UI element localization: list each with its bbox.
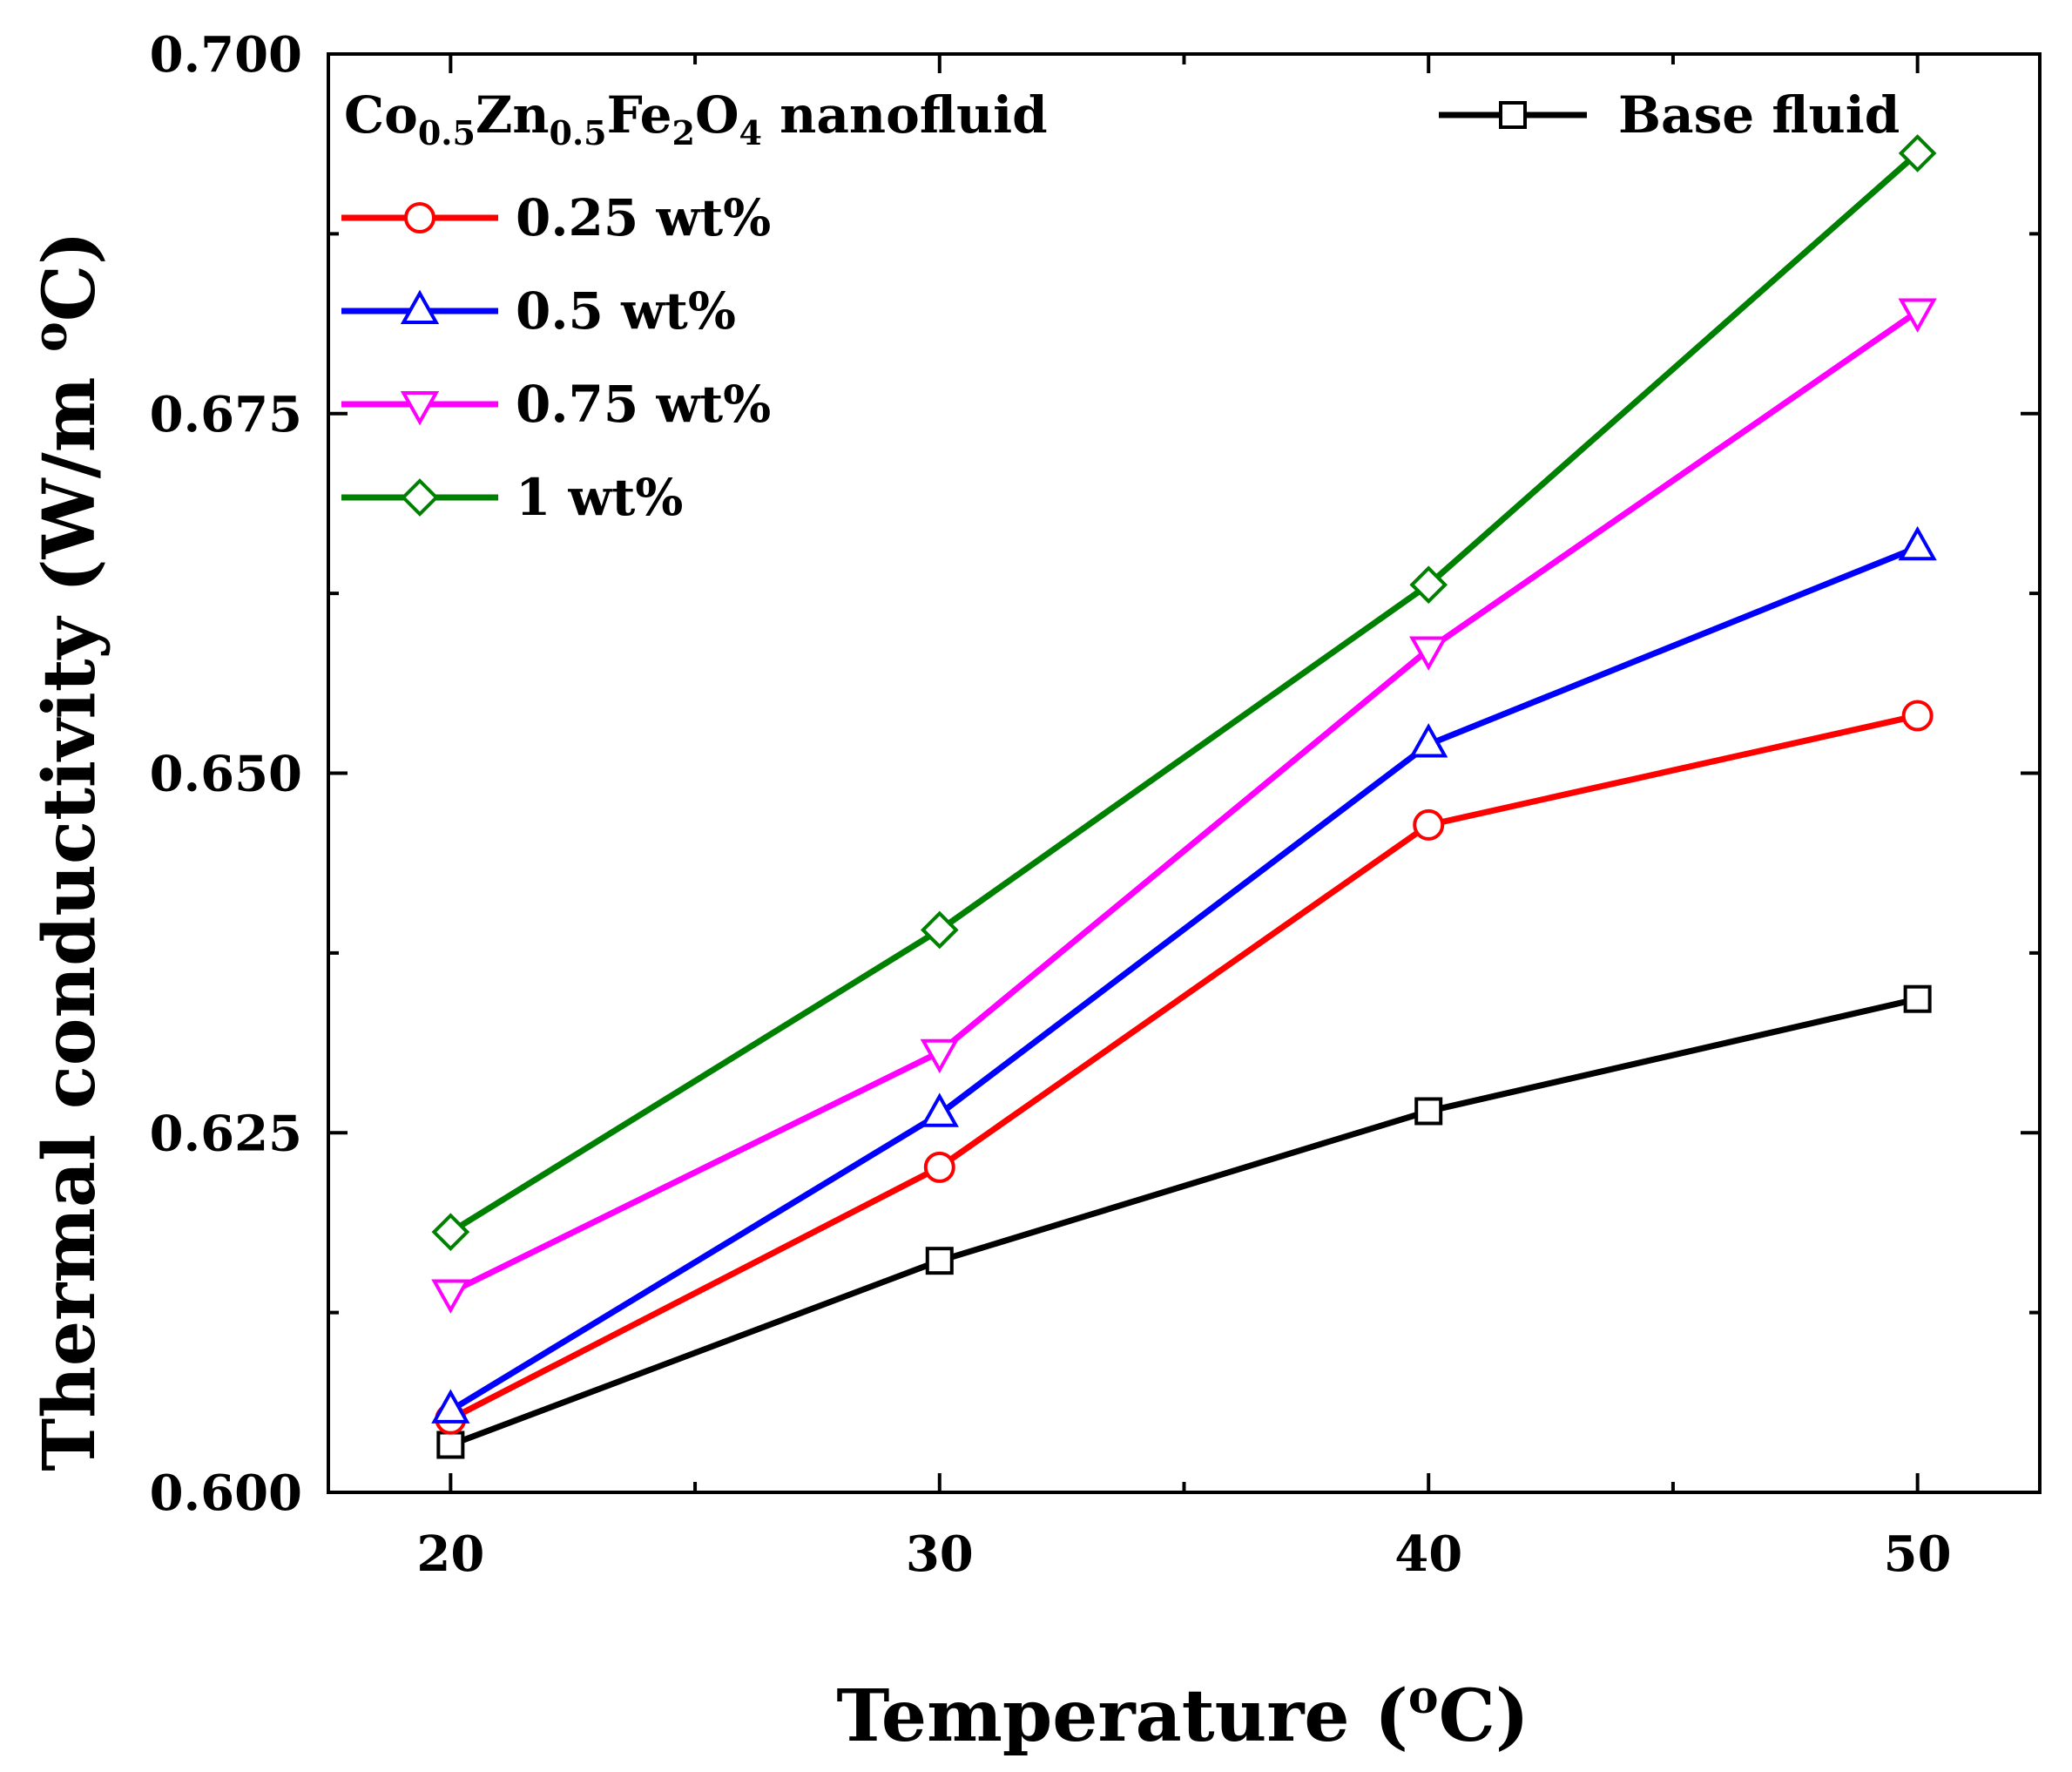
legend-marker-base-fluid [1499, 101, 1527, 129]
series-line-0-75-wt- [449, 308, 1920, 1295]
series-layer [431, 134, 1937, 1459]
series-0-75-wt- [431, 298, 1937, 1314]
data-point-base-fluid [925, 1247, 954, 1275]
x-axis-title: Temperature (oC) [836, 1671, 1529, 1758]
series-line-base-fluid [449, 996, 1919, 1448]
data-point-1-wt- [920, 910, 959, 950]
x-tick-label: 30 [906, 1525, 974, 1583]
data-point-0-5-wt- [1898, 525, 1937, 561]
legend-label-1-wt-: 1 wt% [516, 468, 683, 527]
legend-label-0-25-wt-: 0.25 wt% [516, 188, 771, 247]
series-line-0-5-wt- [449, 544, 1919, 1413]
legend-label-base-fluid: Base fluid [1618, 85, 1900, 145]
legend-marker-0-25-wt- [404, 202, 435, 233]
y-tick-label: 0.650 [150, 746, 302, 803]
data-point-1-wt- [1898, 134, 1937, 172]
data-point-0-25-wt- [1413, 808, 1445, 841]
data-point-0-75-wt- [920, 1038, 959, 1074]
data-point-0-75-wt- [1898, 298, 1937, 333]
series-1-wt- [431, 134, 1937, 1251]
series-base-fluid [436, 984, 1932, 1459]
series-line-0-25-wt- [449, 713, 1919, 1422]
legend-item-0-5-wt-: 0.5 wt% [341, 281, 736, 341]
y-tick-label: 0.625 [150, 1105, 302, 1162]
legend-item-1-wt-: 1 wt% [341, 468, 683, 527]
x-tick-label: 40 [1394, 1525, 1462, 1583]
data-point-1-wt- [1409, 565, 1448, 605]
data-point-1-wt- [431, 1213, 470, 1251]
data-point-base-fluid [436, 1430, 465, 1459]
legend-title: Co0.5Zn0.5Fe2O4 nanofluid [344, 85, 1048, 152]
data-point-base-fluid [1414, 1097, 1443, 1126]
legend-label-0-5-wt-: 0.5 wt% [516, 281, 736, 341]
legend: Co0.5Zn0.5Fe2O4 nanofluid Base fluid 0.25 … [341, 85, 1900, 527]
series-0-25-wt- [435, 700, 1934, 1435]
y-tick-label: 0.675 [150, 386, 302, 443]
axis-ticks: 20 30 40 50 0.600 0.625 0.650 0.675 0.700 [150, 26, 2040, 1583]
y-tick-label: 0.600 [150, 1464, 302, 1522]
data-point-0-75-wt- [1409, 636, 1448, 671]
legend-label-0-75-wt-: 0.75 wt% [516, 375, 771, 434]
series-line-1-wt- [449, 151, 1920, 1235]
data-point-base-fluid [1903, 984, 1932, 1013]
data-point-0-25-wt- [1901, 700, 1934, 732]
data-point-0-5-wt- [920, 1092, 959, 1127]
series-0-5-wt- [431, 525, 1937, 1424]
legend-marker-0-75-wt- [400, 391, 440, 426]
x-tick-label: 20 [416, 1525, 484, 1583]
data-point-0-5-wt- [431, 1389, 470, 1424]
legend-marker-0-5-wt- [400, 289, 440, 324]
y-tick-label: 0.700 [150, 26, 302, 84]
legend-item-base-fluid: Base fluid [1439, 85, 1900, 145]
data-point-0-5-wt- [1409, 723, 1448, 758]
x-tick-label: 50 [1884, 1525, 1952, 1583]
data-point-0-75-wt- [431, 1279, 470, 1314]
legend-item-0-25-wt-: 0.25 wt% [341, 188, 771, 247]
data-point-0-25-wt- [923, 1151, 955, 1183]
legend-marker-1-wt- [401, 478, 439, 517]
y-axis-title: Thermal conductivity (W/m oC) [24, 231, 111, 1471]
legend-item-0-75-wt-: 0.75 wt% [341, 375, 771, 434]
